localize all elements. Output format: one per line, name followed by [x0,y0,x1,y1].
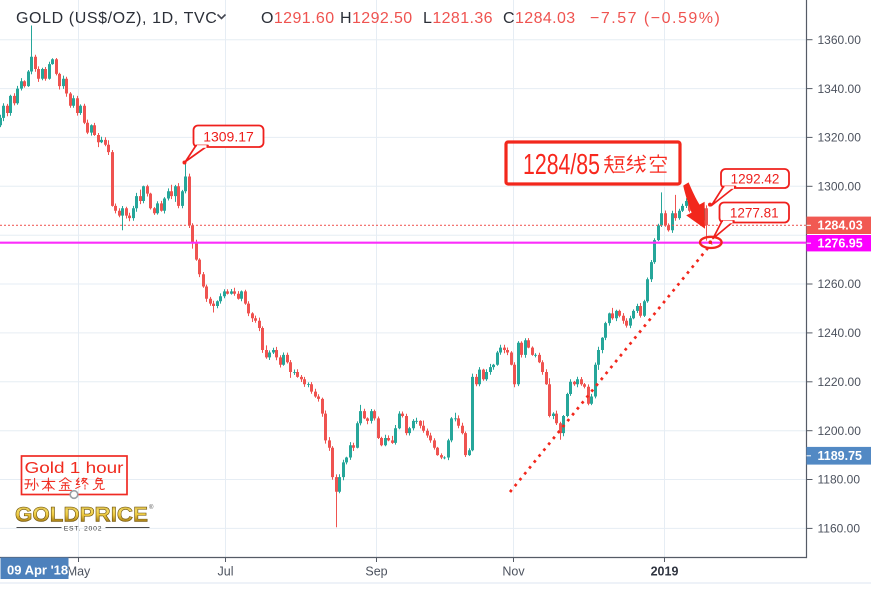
svg-text:1276.95: 1276.95 [818,237,863,251]
svg-text:1300.00: 1300.00 [818,180,862,194]
svg-text:−7.57 (−0.59%): −7.57 (−0.59%) [590,10,721,27]
svg-text:C1284.03: C1284.03 [503,10,576,27]
svg-text:1200.00: 1200.00 [818,424,862,438]
svg-text:Gold 1 hour: Gold 1 hour [25,460,124,477]
svg-text:1160.00: 1160.00 [818,522,861,536]
svg-text:®: ® [149,504,154,511]
svg-text:1292.42: 1292.42 [731,171,780,186]
svg-text:1320.00: 1320.00 [818,131,862,145]
svg-text:H1292.50: H1292.50 [340,10,413,27]
svg-text:1277.81: 1277.81 [730,205,779,220]
svg-text:1340.00: 1340.00 [818,82,862,96]
svg-text:1309.17: 1309.17 [203,128,254,144]
svg-text:EST. 2002: EST. 2002 [64,526,103,533]
svg-text:1284/85: 1284/85 [523,149,600,181]
svg-text:2019: 2019 [651,565,679,579]
svg-text:1189.75: 1189.75 [818,449,863,463]
svg-text:Nov: Nov [502,565,525,579]
svg-text:1260.00: 1260.00 [818,277,862,291]
svg-text:L1281.36: L1281.36 [423,10,493,27]
svg-text:GOLD (US$/OZ), 1D, TVC: GOLD (US$/OZ), 1D, TVC [16,10,217,27]
svg-text:1220.00: 1220.00 [818,375,862,389]
svg-text:09 Apr '18: 09 Apr '18 [7,563,68,578]
svg-text:GOLDPRICE: GOLDPRICE [15,504,148,527]
svg-text:1240.00: 1240.00 [818,326,862,340]
svg-text:1284.03: 1284.03 [818,219,863,233]
svg-text:Sep: Sep [365,565,387,579]
svg-text:O1291.60: O1291.60 [261,10,335,27]
svg-text:Jul: Jul [218,565,234,579]
svg-text:May: May [67,565,91,579]
svg-text:1180.00: 1180.00 [818,473,861,487]
svg-text:1360.00: 1360.00 [818,33,862,47]
